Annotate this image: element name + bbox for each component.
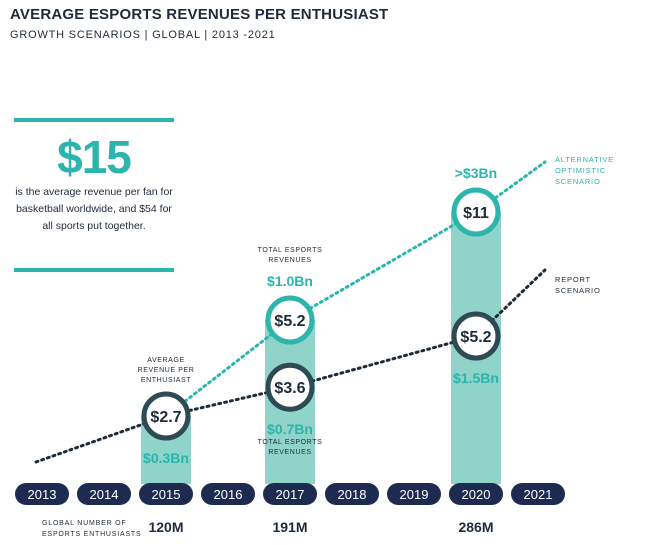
series-label-optimistic: ALTERNATIVE bbox=[555, 155, 614, 164]
chart-subtitle: GROWTH SCENARIOS | GLOBAL | 2013 -2021 bbox=[10, 29, 276, 41]
callout-bottom-rule bbox=[14, 268, 174, 272]
callout-top-rule bbox=[14, 118, 174, 122]
basketball-callout: $15 is the average revenue per fan for b… bbox=[14, 118, 174, 274]
series-label-report: REPORT bbox=[555, 275, 591, 284]
optimistic-point-2017-value: $5.2 bbox=[274, 313, 305, 330]
report-point-2017-value: $3.6 bbox=[274, 380, 305, 397]
optimistic-scenario-line bbox=[164, 160, 547, 418]
optimistic-point-2020-circle bbox=[451, 187, 501, 237]
report-point-2015-value: $2.7 bbox=[150, 409, 181, 426]
report-revenue-2020: $1.5Bn bbox=[453, 370, 499, 386]
report-revenue-2015: $0.3Bn bbox=[143, 450, 189, 466]
series-label-optimistic: SCENARIO bbox=[555, 177, 601, 186]
year-label-2014: 2014 bbox=[90, 487, 119, 502]
year-label-2016: 2016 bbox=[214, 487, 243, 502]
enthusiasts-2015: 120M bbox=[148, 519, 183, 535]
series-label-report: SCENARIO bbox=[555, 286, 601, 295]
year-pill-2014 bbox=[77, 483, 131, 505]
enthusiasts-2020: 286M bbox=[458, 519, 493, 535]
total-revenues-annotation-bottom: TOTAL ESPORTS bbox=[258, 439, 323, 446]
year-label-2020: 2020 bbox=[462, 487, 491, 502]
callout-value: $15 bbox=[57, 131, 132, 183]
year-label-2017: 2017 bbox=[276, 487, 305, 502]
year-label-2013: 2013 bbox=[28, 487, 57, 502]
total-revenues-annotation-top: TOTAL ESPORTS bbox=[258, 247, 323, 254]
chart-title: AVERAGE ESPORTS REVENUES PER ENTHUSIAST bbox=[10, 6, 389, 23]
year-label-2018: 2018 bbox=[338, 487, 367, 502]
optimistic-point-2020-value: $11 bbox=[463, 205, 489, 222]
callout-text: is the average revenue per fan for baske… bbox=[15, 186, 173, 232]
report-point-2020-value: $5.2 bbox=[460, 329, 491, 346]
series-label-optimistic: OPTIMISTIC bbox=[555, 166, 606, 175]
avg-revenue-annotation: REVENUE PER bbox=[138, 367, 195, 374]
total-revenues-annotation-top: REVENUES bbox=[268, 257, 311, 264]
total-revenues-annotation-bottom: REVENUES bbox=[268, 449, 311, 456]
optimistic-revenue-2020: >$3Bn bbox=[455, 165, 497, 181]
year-pill-2019 bbox=[387, 483, 441, 505]
avg-revenue-annotation: ENTHUSIAST bbox=[141, 377, 191, 384]
enthusiasts-axis-label: ESPORTS ENTHUSIASTS bbox=[42, 531, 141, 538]
enthusiasts-axis-label: GLOBAL NUMBER OF bbox=[42, 520, 127, 527]
year-pill-2021 bbox=[511, 483, 565, 505]
report-revenue-2017: $0.7Bn bbox=[267, 421, 313, 437]
year-label-2015: 2015 bbox=[152, 487, 181, 502]
year-pill-2016 bbox=[201, 483, 255, 505]
year-label-2021: 2021 bbox=[524, 487, 553, 502]
enthusiasts-2017: 191M bbox=[272, 519, 307, 535]
year-pill-2020 bbox=[449, 483, 503, 505]
report-point-2020-circle bbox=[451, 311, 501, 361]
optimistic-point-2017-circle bbox=[265, 295, 315, 345]
year-pill-2015 bbox=[139, 483, 193, 505]
avg-revenue-annotation: AVERAGE bbox=[147, 357, 185, 364]
year-pill-2017 bbox=[263, 483, 317, 505]
report-point-2015-circle bbox=[141, 391, 191, 441]
optimistic-revenue-2017: $1.0Bn bbox=[267, 273, 313, 289]
year-pill-2018 bbox=[325, 483, 379, 505]
year-label-2019: 2019 bbox=[400, 487, 429, 502]
report-point-2017-circle bbox=[265, 362, 315, 412]
year-pill-2013 bbox=[15, 483, 69, 505]
